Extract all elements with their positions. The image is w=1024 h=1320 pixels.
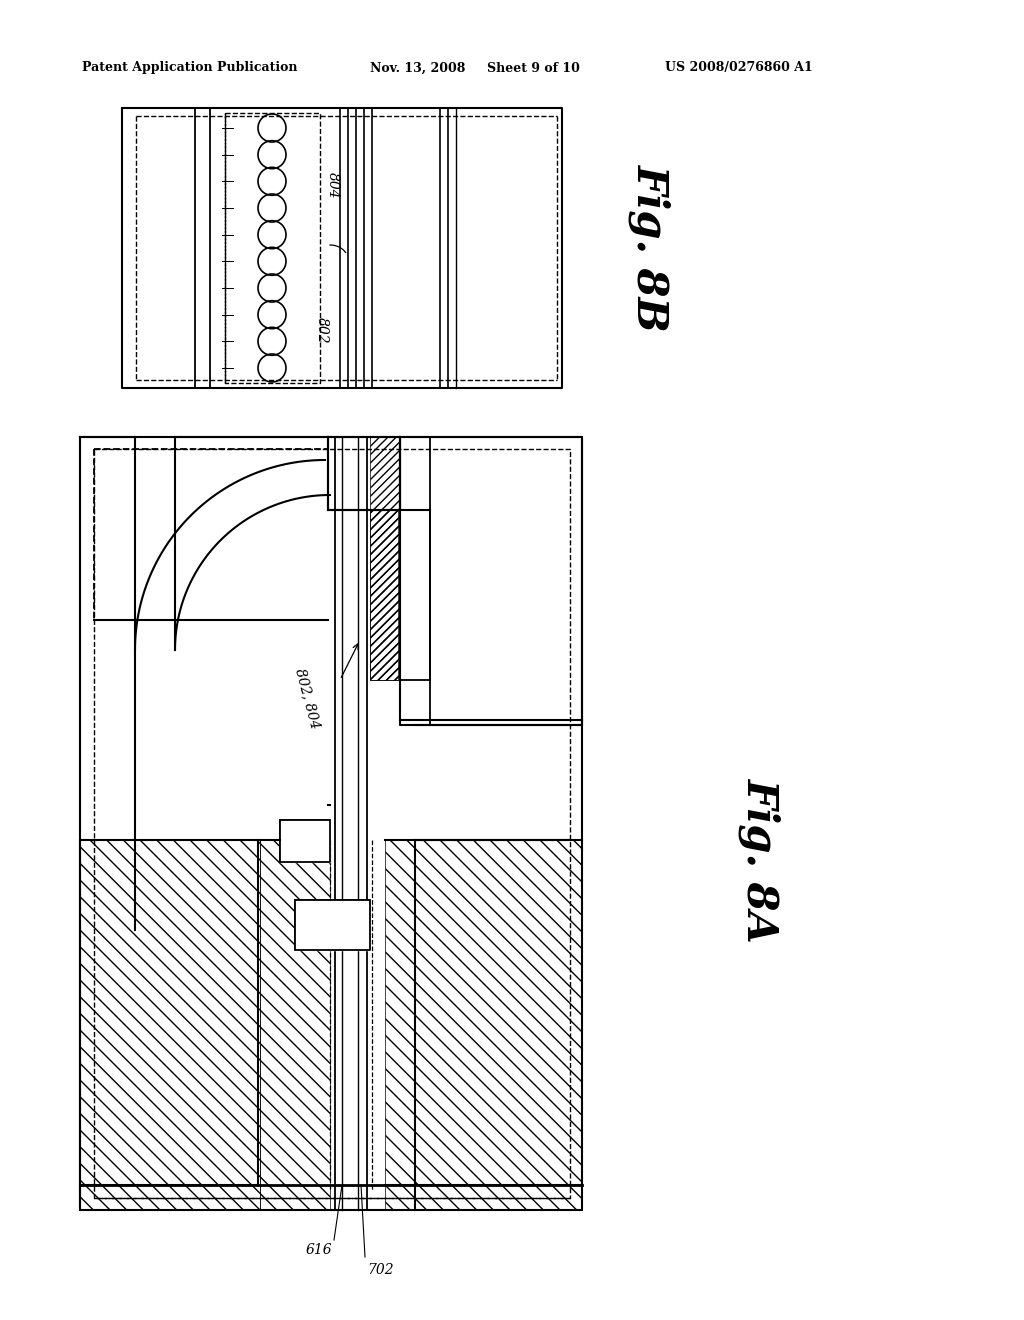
Text: 804: 804: [326, 172, 340, 198]
Text: Fig. 8A: Fig. 8A: [738, 777, 781, 942]
Text: 802: 802: [315, 317, 329, 343]
Text: Nov. 13, 2008: Nov. 13, 2008: [370, 62, 465, 74]
Text: Fig. 8B: Fig. 8B: [629, 164, 672, 331]
Bar: [80, 840, 260, 1210]
Bar: [370, 510, 398, 680]
Bar: [385, 840, 582, 1210]
Text: US 2008/0276860 A1: US 2008/0276860 A1: [665, 62, 813, 74]
Bar: [260, 840, 330, 1210]
Text: Patent Application Publication: Patent Application Publication: [82, 62, 298, 74]
Text: 702: 702: [367, 1263, 393, 1276]
Text: 616: 616: [305, 1243, 332, 1257]
Bar: [370, 437, 400, 680]
Text: 802, 804: 802, 804: [293, 667, 323, 730]
Text: Sheet 9 of 10: Sheet 9 of 10: [487, 62, 580, 74]
